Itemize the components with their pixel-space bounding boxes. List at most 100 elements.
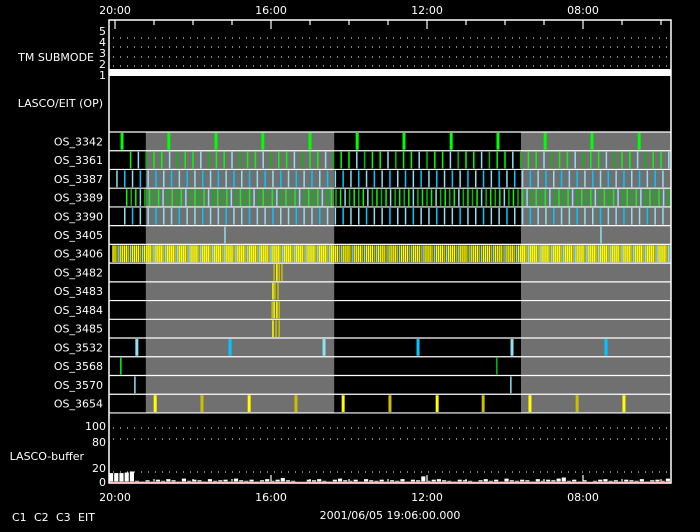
buffer-bar (119, 473, 124, 483)
buffer-bar (379, 479, 384, 483)
legend-item-eit: EIT (78, 511, 95, 524)
row-os-3405: OS_3405 (54, 225, 671, 244)
row-label: OS_3390 (54, 210, 103, 223)
row-os-3570: OS_3570 (54, 374, 671, 394)
buffer-bar (504, 478, 509, 483)
row-label: OS_3482 (54, 266, 103, 279)
section-label: LASCO/EIT (OP) (18, 97, 103, 110)
buffer-bar (207, 479, 213, 483)
row-label: OS_3484 (54, 304, 103, 317)
row-label: OS_3387 (54, 173, 103, 186)
buffer-bar (400, 479, 405, 483)
row-label: OS_3361 (54, 154, 103, 167)
buffer-bar (109, 473, 114, 483)
buffer-tick-label: 20 (92, 462, 106, 475)
buffer-bar (483, 479, 488, 483)
row-os-3485: OS_3485 (54, 318, 671, 338)
row-label: OS_3532 (54, 341, 103, 354)
tm-submode-label: TM SUBMODE (17, 51, 94, 64)
tm-level-label: 2 (99, 58, 106, 71)
row-label: OS_3568 (54, 360, 103, 373)
row-os-3387: OS_3387 (54, 168, 671, 188)
buffer-bar (624, 479, 629, 483)
buffer-bar (317, 479, 322, 483)
legend: C1 C2 C3 EIT (12, 511, 95, 524)
bottom-tick-label: 20:00 (99, 491, 131, 504)
buffer-bar (280, 478, 285, 483)
tm-level-label: 4 (99, 36, 106, 49)
observing-sequence-rows: OS_3342 OS_3361 OS_3387 OS_3389 OS_3390 OS_34… (54, 131, 671, 414)
row-os-3484: OS_3484 (54, 299, 671, 319)
buffer-bar (223, 479, 228, 483)
row-os-3342: OS_3342 (54, 131, 671, 150)
row-os-3482: OS_3482 (54, 262, 671, 281)
buffer-bar (114, 473, 119, 483)
row-label: OS_3483 (54, 285, 103, 298)
buffer-bar (275, 479, 280, 483)
bottom-tick-label: 12:00 (411, 491, 443, 504)
top-tick-label: 16:00 (255, 4, 287, 17)
top-tick-label: 12:00 (411, 4, 443, 17)
row-os-3654: OS_3654 (54, 393, 671, 414)
buffer-bar (603, 479, 608, 483)
buffer-bar (129, 471, 134, 483)
buffer-bar (306, 479, 311, 483)
buffer-bar (494, 479, 499, 483)
buffer-label: LASCO-buffer (10, 450, 85, 463)
legend-item-c3: C3 (56, 511, 71, 524)
row-label: OS_3570 (54, 379, 103, 392)
buffer-bar (155, 479, 160, 483)
buffer-bar (665, 478, 670, 483)
row-label: OS_3405 (54, 229, 103, 242)
legend-item-c1: C1 (12, 511, 27, 524)
row-os-3390: OS_3390 (54, 206, 671, 225)
row-os-3532: OS_3532 (54, 337, 671, 356)
buffer-tick-label: 80 (92, 436, 106, 449)
buffer-bar (337, 478, 343, 483)
buffer-bar (572, 479, 577, 483)
legend-item-c2: C2 (34, 511, 49, 524)
buffer-bar (249, 479, 254, 483)
buffer-tick-label: 0 (99, 476, 106, 489)
buffer-bar (546, 479, 551, 483)
buffer-bar (124, 472, 129, 483)
buffer-bar (655, 479, 660, 483)
top-tick-label: 08:00 (567, 4, 599, 17)
tm-level-label: 5 (99, 25, 106, 38)
tm-submode-bar (109, 69, 671, 76)
buffer-bar (535, 479, 540, 483)
tm-level-label: 3 (99, 47, 106, 60)
buffer-bar (192, 479, 197, 483)
buffer-bar (436, 479, 441, 483)
buffer-bar (520, 479, 525, 483)
row-label: OS_3654 (54, 398, 103, 411)
buffer-bar (332, 479, 337, 483)
row-label: OS_3485 (54, 323, 103, 336)
buffer-bar (421, 476, 426, 483)
row-label: OS_3406 (54, 248, 103, 261)
row-os-3568: OS_3568 (54, 356, 671, 375)
buffer-panel: 020 80 100 (85, 420, 671, 489)
buffer-bar (457, 479, 462, 483)
buffer-bar (556, 478, 561, 483)
date-label: 2001/06/05 19:06:00.000 (320, 509, 461, 522)
row-os-3361: OS_3361 (54, 150, 671, 169)
buffer-bar (598, 479, 603, 483)
bottom-tick-label: 08:00 (567, 491, 599, 504)
row-label: OS_3389 (54, 192, 103, 205)
buffer-bar (639, 479, 644, 483)
buffer-bar (181, 478, 187, 483)
row-os-3483: OS_3483 (54, 281, 671, 300)
top-tick-label: 20:00 (99, 4, 131, 17)
buffer-tick-label: 100 (85, 420, 106, 433)
buffer-bar (363, 479, 369, 483)
buffer-bar (410, 479, 415, 483)
row-os-3389: OS_3389 (54, 187, 671, 206)
row-label: OS_3342 (54, 135, 103, 148)
buffer-bar (166, 479, 171, 483)
shaded-interval (145, 132, 335, 413)
buffer-bar (431, 479, 436, 483)
top-time-axis: 20:00 16:00 12:00 08:00 (99, 4, 662, 29)
